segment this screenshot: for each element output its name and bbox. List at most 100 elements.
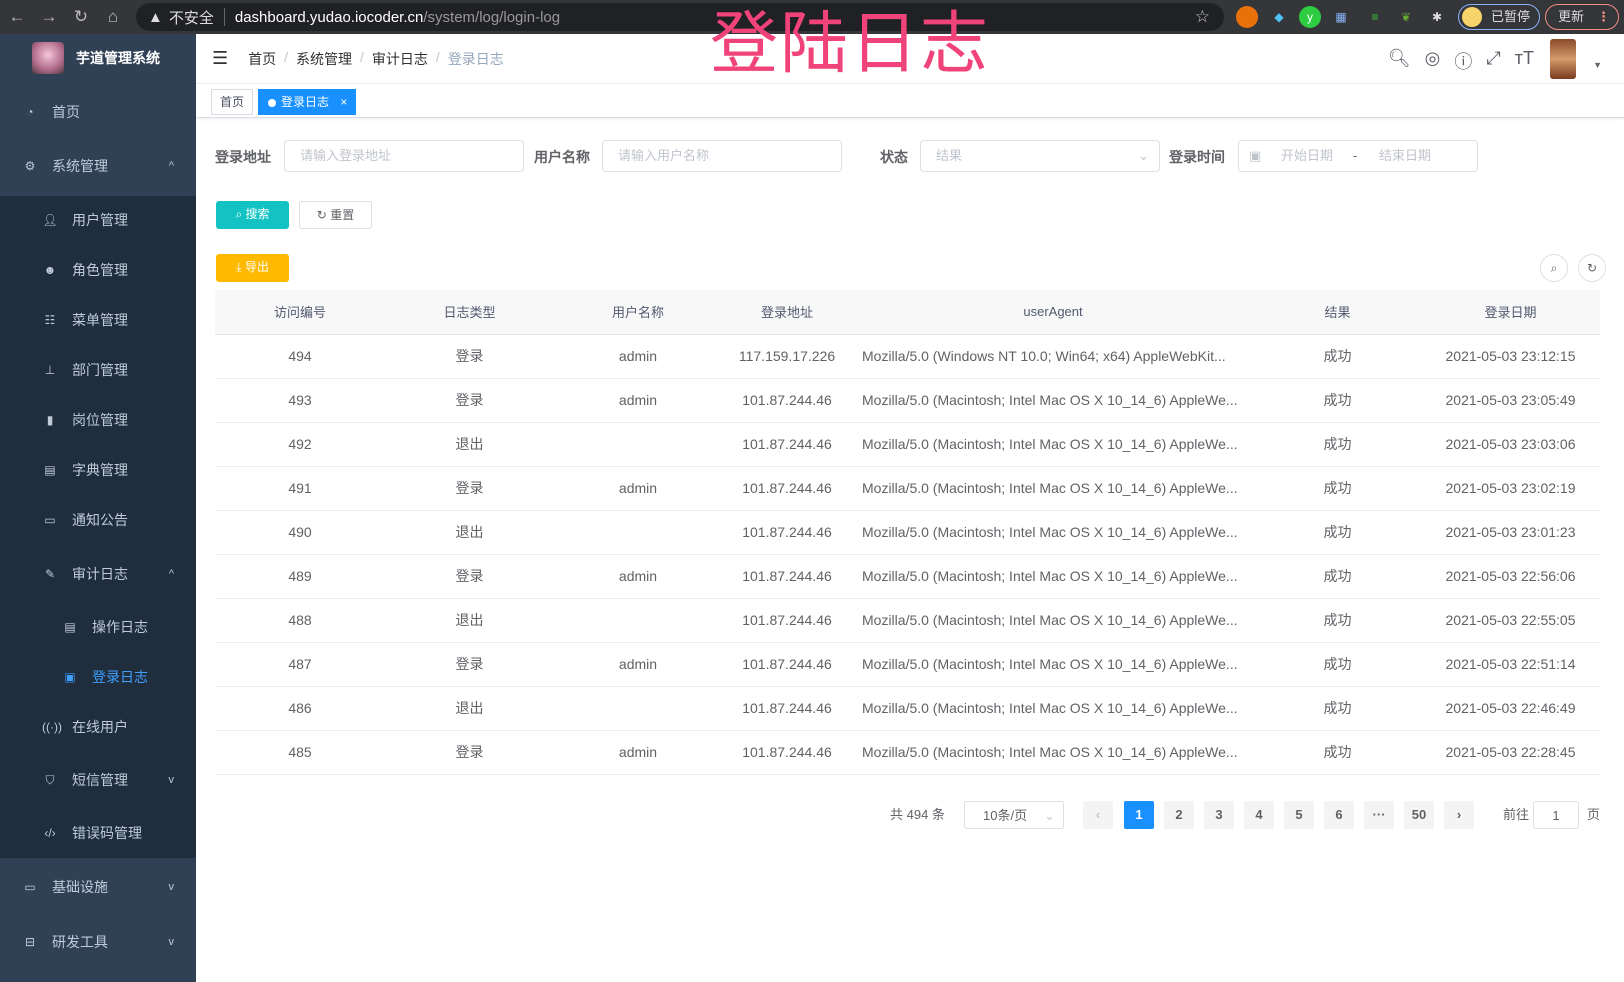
prev-page-button[interactable]: ‹ [1083, 801, 1113, 829]
log-icon: ✎ [44, 567, 56, 581]
extension-y-icon[interactable]: y [1299, 6, 1321, 28]
sidebar-logo[interactable]: 芋道管理系统 [0, 34, 196, 82]
goto-label: 前往 [1503, 807, 1530, 822]
sidebar-item[interactable]: ☷ 菜单管理 [0, 295, 196, 345]
home-icon[interactable]: ⌂ [107, 7, 119, 26]
refresh-table-button[interactable]: ↻ [1578, 254, 1606, 282]
reload-icon[interactable]: ↻ [73, 7, 89, 26]
sidebar-item-label: 审计日志 [72, 566, 128, 582]
page-button[interactable]: 1 [1124, 801, 1154, 829]
extension-icon[interactable] [1236, 6, 1258, 28]
table-cell: admin [554, 466, 722, 511]
sidebar-item[interactable]: ☻ 角色管理 [0, 245, 196, 295]
font-size-icon[interactable]: ᴛT [1514, 48, 1534, 68]
table-cell: 2021-05-03 22:51:14 [1421, 642, 1600, 687]
column-header: userAgent [852, 290, 1254, 335]
username-input[interactable]: 请输入用户名称 [602, 140, 842, 172]
github-icon[interactable]: ◎ [1424, 48, 1441, 68]
table-cell: Mozilla/5.0 (Macintosh; Intel Mac OS X 1… [852, 466, 1254, 511]
caret-down-icon[interactable]: ▼ [1593, 60, 1602, 70]
page-button[interactable]: 5 [1284, 801, 1314, 829]
search-button[interactable]: ⌕ 搜索 [216, 201, 289, 229]
sidebar-item[interactable]: ‹/› 错误码管理 [0, 808, 196, 858]
tag-home[interactable]: 首页 [211, 89, 254, 115]
extension-gem-icon[interactable]: ◆ [1274, 10, 1284, 24]
export-button[interactable]: ⤓ 导出 [216, 254, 289, 282]
breadcrumb-item[interactable]: 系统管理 [296, 50, 353, 67]
hamburger-icon[interactable]: ☰ [212, 48, 229, 68]
sidebar-item[interactable]: 👤︎ 用户管理 [0, 195, 196, 245]
page-button[interactable]: 3 [1204, 801, 1234, 829]
extension-leaf-icon[interactable]: ❦ [1400, 10, 1412, 24]
table-cell [554, 686, 722, 731]
sidebar-item[interactable]: ⊥ 部门管理 [0, 345, 196, 395]
search-icon[interactable]: 🔍︎ [1387, 48, 1411, 68]
dict-icon: ▤ [44, 463, 56, 477]
next-page-button[interactable]: › [1444, 801, 1474, 829]
user-avatar[interactable] [1550, 39, 1576, 79]
tree-table-icon: ☷ [44, 313, 56, 327]
message-icon: ▭ [44, 513, 56, 527]
login-info-icon: ▣ [64, 670, 76, 684]
page-button[interactable]: 50 [1404, 801, 1434, 829]
shield-icon: ⛉ [45, 772, 55, 787]
table-row: 492 退出 101.87.244.46 Mozilla/5.0 (Macintosh… [215, 422, 1600, 467]
login-log-table: 访问编号 日志类型 用户名称 登录地址 userAgent 结果 登录日期 494 登录 adm… [215, 290, 1600, 775]
table-row: 486 退出 101.87.244.46 Mozilla/5.0 (Macintosh… [215, 686, 1600, 731]
table-cell [554, 422, 722, 467]
profile-button[interactable]: 已暂停 [1458, 4, 1540, 30]
extension-grid-icon[interactable]: ▦ [1335, 10, 1347, 24]
page-button[interactable]: 6 [1324, 801, 1354, 829]
sidebar-item[interactable]: ✎ 审计日志 ^ [0, 549, 196, 599]
sidebar-item[interactable]: ▭ 通知公告 [0, 495, 196, 545]
address-input[interactable]: 请输入登录地址 [284, 140, 524, 172]
sidebar-item[interactable]: ▤ 字典管理 [0, 445, 196, 495]
breadcrumb-item[interactable]: 首页 [248, 50, 277, 67]
reset-button[interactable]: ↻ 重置 [299, 201, 372, 229]
address-bar[interactable]: ▲ 不安全 dashboard.yudao.iocoder.cn/system/… [136, 3, 1224, 31]
sidebar-item[interactable]: ⛉ 短信管理 v [0, 755, 196, 805]
toggle-search-button[interactable]: ⌕ [1540, 254, 1568, 282]
table-cell: 2021-05-03 22:56:06 [1421, 554, 1600, 599]
status-select[interactable]: 结果 ⌄ [920, 140, 1160, 172]
bookmark-star-icon[interactable]: ☆ [1194, 7, 1210, 26]
tool-icon: ⊟ [24, 935, 36, 949]
page-size-select[interactable]: 10条/页 ⌄ [964, 801, 1064, 829]
table-cell: Mozilla/5.0 (Macintosh; Intel Mac OS X 1… [852, 554, 1254, 599]
gear-icon: ⚙ [24, 159, 36, 173]
close-icon[interactable]: × [340, 95, 348, 109]
page-button[interactable]: 2 [1164, 801, 1194, 829]
chevron-down-icon: ⌄ [1044, 808, 1055, 823]
sidebar-item[interactable]: ⊟ 研发工具 v [0, 917, 196, 967]
extensions-puzzle-icon[interactable]: ✱ [1431, 10, 1443, 24]
update-button[interactable]: 更新 ⋮ [1545, 4, 1619, 30]
fullscreen-icon[interactable]: ⤢ [1486, 48, 1501, 68]
sidebar-item[interactable]: ▣ 登录日志 [0, 652, 196, 702]
sidebar-item[interactable]: ▭ 基础设施 v [0, 862, 196, 912]
date-range-picker[interactable]: ▣ 开始日期 - 结束日期 [1238, 140, 1478, 172]
page-button[interactable]: ··· [1364, 801, 1394, 829]
extension-on-icon[interactable]: ≡ [1371, 10, 1379, 24]
sidebar-item[interactable]: ▮ 岗位管理 [0, 395, 196, 445]
breadcrumb-item[interactable]: 审计日志 [371, 50, 428, 67]
table-cell: 494 [215, 334, 385, 379]
table-cell: 2021-05-03 23:01:23 [1421, 510, 1600, 555]
table-cell: 登录 [385, 378, 554, 423]
sidebar-item[interactable]: ◔ 首页 [0, 87, 196, 137]
sidebar-item-label: 角色管理 [72, 262, 128, 278]
sidebar-item[interactable]: ▤ 操作日志 [0, 602, 196, 652]
page-button[interactable]: 4 [1244, 801, 1274, 829]
sidebar-item-label: 菜单管理 [72, 312, 128, 328]
url-path: /system/log/login-log [423, 8, 561, 26]
download-icon: ⤓ [236, 260, 242, 274]
help-icon[interactable]: ⓘ [1454, 52, 1473, 72]
sidebar-item-label: 操作日志 [92, 619, 148, 635]
table-cell: 487 [215, 642, 385, 687]
tag-login-log[interactable]: 登录日志 × [258, 89, 357, 115]
back-icon[interactable]: ← [8, 7, 26, 26]
goto-page-input[interactable]: 1 [1533, 801, 1579, 829]
sidebar-item[interactable]: ⚙ 系统管理 ^ [0, 141, 196, 191]
table-cell: admin [554, 642, 722, 687]
sidebar-item[interactable]: ((·)) 在线用户 [0, 702, 196, 752]
forward-icon[interactable]: → [40, 7, 58, 26]
